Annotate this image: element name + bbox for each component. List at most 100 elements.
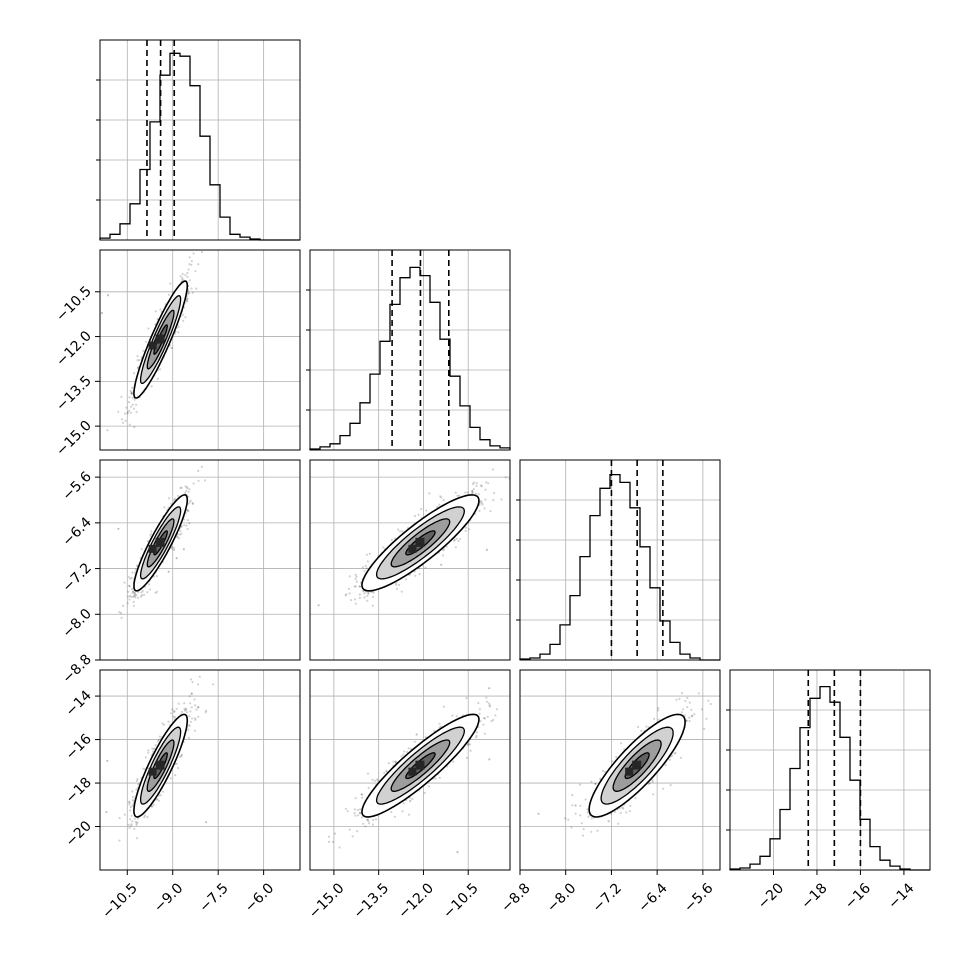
scatter-point bbox=[483, 507, 486, 510]
scatter-point bbox=[120, 395, 123, 398]
scatter-point bbox=[181, 277, 184, 280]
scatter-point bbox=[188, 695, 191, 698]
scatter-point bbox=[183, 702, 186, 705]
scatter-point bbox=[205, 709, 208, 713]
scatter-point bbox=[455, 715, 458, 718]
scatter-point bbox=[176, 536, 179, 539]
scatter-point bbox=[686, 706, 689, 709]
scatter-point bbox=[584, 798, 587, 801]
scatter-point bbox=[458, 494, 461, 497]
scatter-point bbox=[146, 815, 149, 819]
scatter-point bbox=[180, 486, 183, 489]
scatter-point bbox=[486, 715, 489, 718]
scatter-point bbox=[180, 753, 183, 757]
scatter-point bbox=[356, 830, 359, 833]
scatter-point bbox=[188, 488, 191, 491]
scatter-point bbox=[434, 777, 437, 780]
scatter-point bbox=[475, 731, 478, 734]
scatter-point bbox=[194, 717, 197, 720]
scatter-point bbox=[133, 372, 136, 375]
panel-frame bbox=[99, 459, 301, 661]
scatter-point bbox=[172, 715, 175, 718]
scatter-point bbox=[151, 747, 154, 750]
scatter-point bbox=[177, 325, 180, 328]
scatter-point bbox=[372, 591, 375, 594]
scatter-point bbox=[368, 552, 371, 555]
scatter-point bbox=[478, 509, 481, 512]
scatter-point bbox=[105, 811, 108, 814]
scatter-point bbox=[179, 755, 182, 759]
scatter-point bbox=[413, 514, 416, 518]
scatter-point bbox=[494, 714, 497, 717]
scatter-point bbox=[142, 664, 144, 666]
scatter-point bbox=[468, 743, 472, 746]
scatter-point bbox=[167, 497, 171, 500]
scatter-point bbox=[376, 778, 379, 781]
scatter-point bbox=[133, 827, 136, 831]
scatter-point bbox=[152, 803, 155, 806]
scatter-point bbox=[474, 492, 477, 495]
scatter-point bbox=[135, 593, 138, 597]
scatter-point bbox=[707, 699, 710, 702]
scatter-point bbox=[469, 749, 472, 752]
scatter-point bbox=[155, 798, 158, 801]
scatter-point bbox=[106, 294, 110, 297]
scatter-point bbox=[364, 564, 367, 568]
scatter-point bbox=[130, 392, 133, 395]
scatter-point bbox=[392, 760, 395, 763]
scatter-point bbox=[484, 488, 487, 491]
scatter-point bbox=[579, 804, 582, 808]
scatter-point bbox=[354, 585, 357, 588]
scatter-point bbox=[465, 756, 468, 760]
scatter-point bbox=[368, 822, 371, 825]
scatter-point bbox=[140, 548, 143, 551]
scatter-point bbox=[133, 425, 136, 429]
scatter-point bbox=[186, 297, 189, 300]
scatter-point bbox=[128, 584, 131, 587]
scatter-point bbox=[134, 820, 137, 823]
scatter-point bbox=[442, 705, 445, 708]
panel-0-3 bbox=[99, 664, 301, 871]
scatter-point bbox=[191, 717, 194, 720]
scatter-point bbox=[186, 275, 189, 279]
scatter-point bbox=[132, 590, 135, 593]
scatter-point bbox=[355, 575, 358, 578]
scatter-point bbox=[189, 720, 192, 723]
scatter-point bbox=[175, 762, 178, 765]
scatter-point bbox=[212, 683, 215, 686]
scatter-point bbox=[438, 503, 441, 506]
panel-content bbox=[100, 460, 300, 660]
scatter-point bbox=[441, 554, 445, 557]
scatter-point bbox=[126, 412, 129, 415]
scatter-point bbox=[186, 527, 189, 531]
scatter-point bbox=[127, 590, 130, 593]
scatter-point bbox=[428, 492, 431, 495]
scatter-point bbox=[475, 484, 478, 487]
scatter-point bbox=[366, 772, 370, 775]
scatter-point bbox=[137, 590, 140, 594]
scatter-point bbox=[197, 479, 200, 482]
scatter-point bbox=[468, 528, 471, 531]
scatter-point bbox=[149, 532, 153, 535]
scatter-point bbox=[456, 851, 459, 854]
scatter-point bbox=[136, 596, 140, 599]
scatter-point bbox=[180, 525, 183, 528]
scatter-point bbox=[167, 720, 170, 723]
scatter-point bbox=[173, 497, 177, 500]
scatter-point bbox=[411, 797, 414, 801]
scatter-point bbox=[143, 593, 146, 597]
scatter-point bbox=[129, 405, 133, 408]
scatter-point bbox=[371, 604, 374, 607]
scatter-point bbox=[129, 577, 132, 580]
scatter-point bbox=[131, 396, 134, 399]
scatter-point bbox=[185, 707, 188, 710]
scatter-point bbox=[135, 410, 138, 414]
scatter-point bbox=[359, 812, 362, 815]
scatter-point bbox=[472, 481, 476, 484]
scatter-point bbox=[162, 790, 165, 793]
scatter-point bbox=[131, 571, 134, 574]
scatter-point bbox=[489, 510, 492, 513]
scatter-point bbox=[178, 533, 181, 536]
scatter-point bbox=[129, 594, 132, 598]
scatter-point bbox=[317, 604, 320, 607]
